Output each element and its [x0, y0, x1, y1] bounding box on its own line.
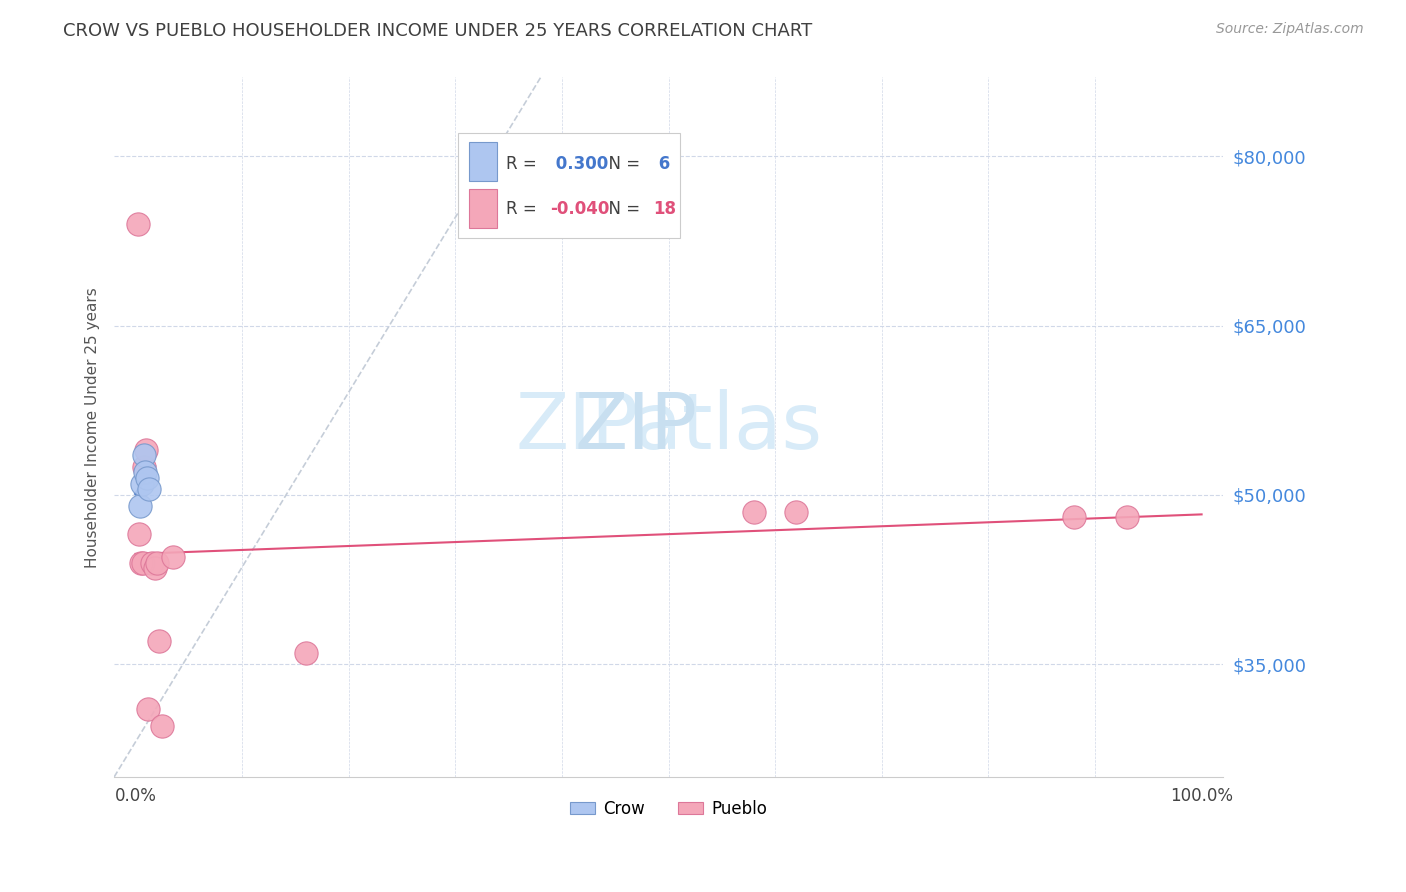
- Point: [1116, 510, 1139, 524]
- Point: [136, 702, 159, 716]
- Text: 6: 6: [652, 155, 671, 173]
- Point: [295, 646, 318, 660]
- Legend: Crow, Pueblo: Crow, Pueblo: [562, 793, 775, 824]
- Point: [138, 482, 160, 496]
- Point: [128, 499, 150, 513]
- Text: N =: N =: [598, 200, 645, 218]
- Text: 0.300: 0.300: [550, 155, 609, 173]
- Point: [132, 448, 155, 462]
- Text: ZIPatlas: ZIPatlas: [515, 389, 823, 465]
- Point: [143, 561, 166, 575]
- Text: 18: 18: [652, 200, 676, 218]
- Text: CROW VS PUEBLO HOUSEHOLDER INCOME UNDER 25 YEARS CORRELATION CHART: CROW VS PUEBLO HOUSEHOLDER INCOME UNDER …: [63, 22, 813, 40]
- Point: [162, 549, 184, 564]
- Text: R =: R =: [506, 200, 541, 218]
- Point: [127, 217, 149, 231]
- Text: -0.040: -0.040: [550, 200, 609, 218]
- FancyBboxPatch shape: [470, 143, 496, 181]
- Y-axis label: Householder Income Under 25 years: Householder Income Under 25 years: [86, 287, 100, 567]
- Text: N =: N =: [598, 155, 645, 173]
- Text: R =: R =: [506, 155, 541, 173]
- Point: [131, 476, 153, 491]
- Point: [134, 465, 156, 479]
- Point: [1063, 510, 1085, 524]
- Point: [136, 471, 159, 485]
- Point: [148, 634, 170, 648]
- Text: Source: ZipAtlas.com: Source: ZipAtlas.com: [1216, 22, 1364, 37]
- Point: [128, 527, 150, 541]
- Point: [132, 556, 155, 570]
- Point: [742, 505, 765, 519]
- Point: [150, 719, 173, 733]
- FancyBboxPatch shape: [458, 134, 679, 238]
- Point: [785, 505, 807, 519]
- FancyBboxPatch shape: [470, 189, 496, 227]
- Point: [141, 556, 163, 570]
- Text: ZIP: ZIP: [574, 389, 697, 465]
- Point: [146, 556, 169, 570]
- Point: [129, 556, 152, 570]
- Point: [135, 442, 157, 457]
- Point: [132, 459, 155, 474]
